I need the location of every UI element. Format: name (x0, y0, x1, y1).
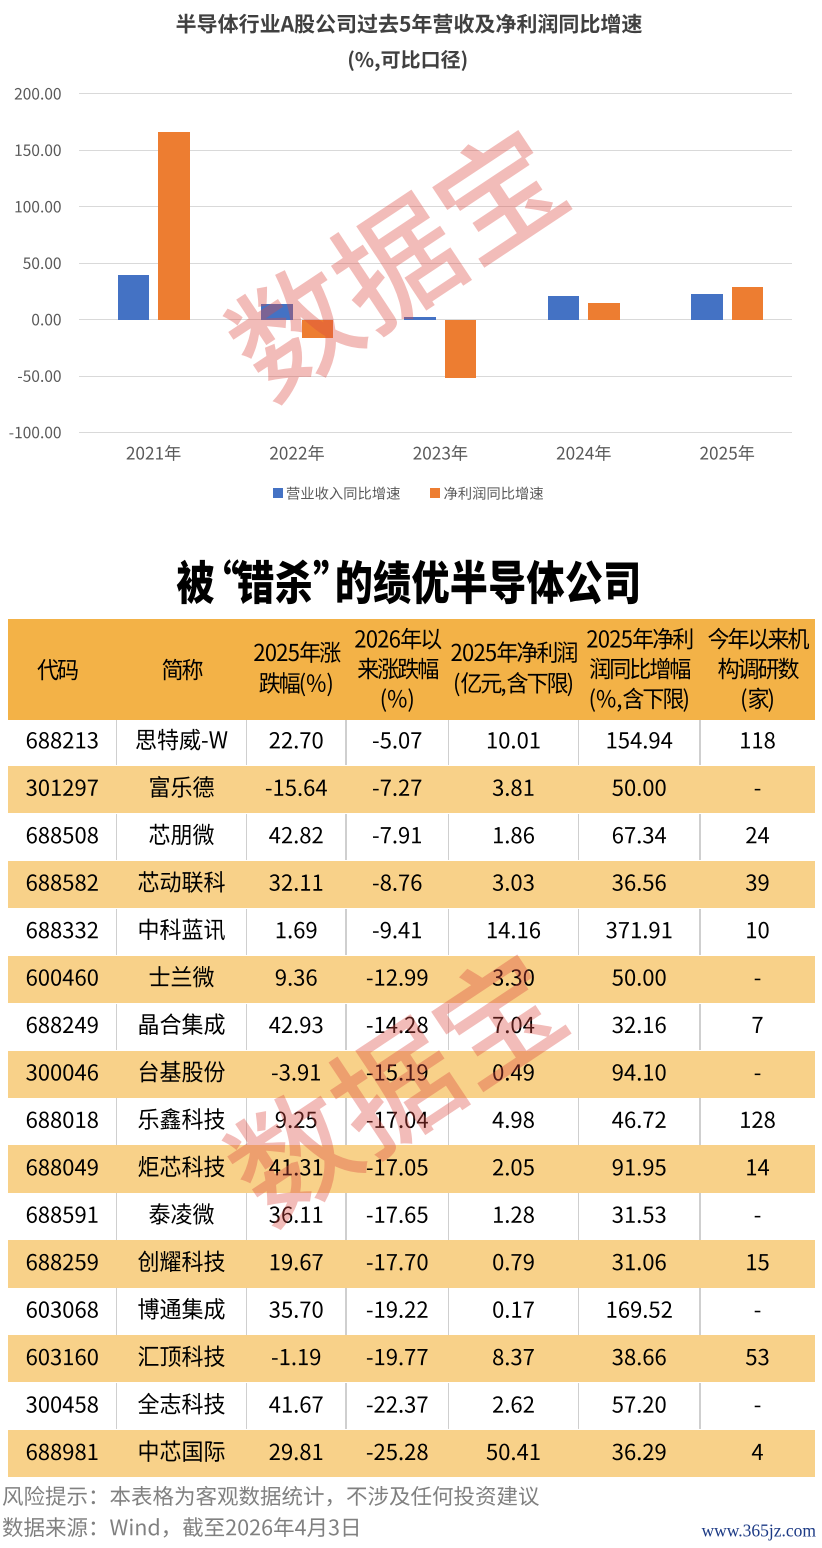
svg-text:www.365jz.com: www.365jz.com (701, 1521, 816, 1541)
